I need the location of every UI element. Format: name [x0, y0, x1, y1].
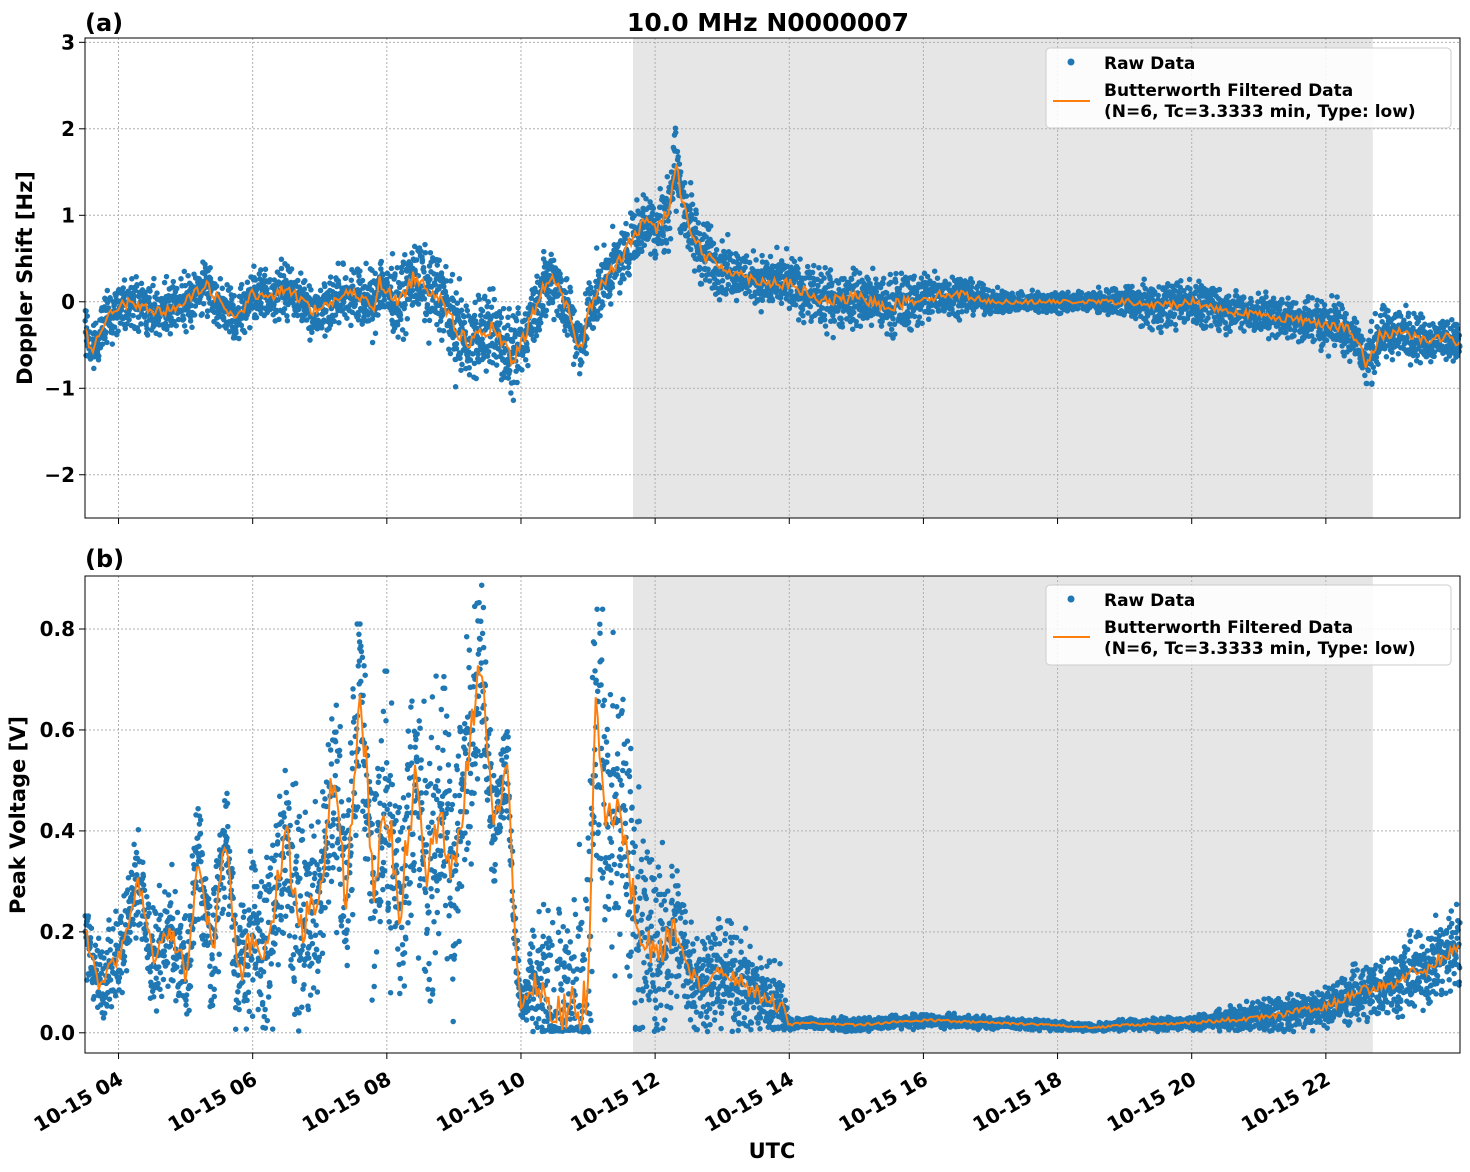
legend-label-params-a: (N=6, Tc=3.3333 min, Type: low) — [1104, 102, 1416, 122]
x-tick-label: 10-15 04 — [30, 1067, 128, 1137]
x-ticks-b: 10-15 04 10-15 06 10-15 08 10-15 10 10-15 12… — [30, 1053, 1335, 1137]
y-tick-label: 3 — [61, 30, 75, 54]
y-tick-label: −1 — [44, 376, 75, 400]
panel-a: −2 −1 0 1 2 3 (a) 10.0 MHz N0000007 Doppler S… — [13, 8, 1463, 524]
filtered-data-line-b — [84, 665, 1461, 1032]
x-tick-label: 10-15 22 — [1237, 1067, 1335, 1137]
x-tick-label: 10-15 14 — [700, 1067, 798, 1137]
axes-frame-b — [84, 575, 1461, 1054]
legend-box-a — [1045, 47, 1452, 129]
x-tick-label: 10-15 06 — [164, 1067, 262, 1137]
legend-label-filtered-a: Butterworth Filtered Data — [1104, 81, 1353, 101]
legend-marker-raw-a — [1067, 58, 1075, 66]
x-tick-label: 10-15 12 — [566, 1067, 664, 1137]
x-axis-label: UTC — [749, 1139, 796, 1163]
filtered-data-line-a — [84, 164, 1461, 368]
y-axis-label-b: Peak Voltage [V] — [6, 716, 30, 914]
y-tick-label: 0.2 — [40, 920, 75, 944]
y-tick-label: 0.4 — [40, 819, 75, 843]
legend-a: Raw Data Butterworth Filtered Data (N=6,… — [1045, 47, 1452, 129]
x-tick-label: 10-15 16 — [834, 1067, 932, 1137]
legend-box-b — [1045, 584, 1452, 666]
legend-marker-raw-b — [1067, 595, 1075, 603]
y-tick-label: 0.8 — [40, 617, 75, 641]
y-tick-label: 0 — [61, 290, 75, 314]
panel-b: 0.0 0.2 0.4 0.6 0.8 10-15 04 10-15 06 10-15 08… — [6, 545, 1463, 1163]
panel-label-b: (b) — [85, 545, 124, 573]
panel-label-a: (a) — [85, 9, 123, 37]
y-tick-label: 2 — [61, 117, 75, 141]
axes-frame-a — [84, 37, 1461, 519]
legend-label-raw-b: Raw Data — [1104, 591, 1195, 611]
y-tick-label: −2 — [44, 463, 75, 487]
chart-title: 10.0 MHz N0000007 — [627, 8, 909, 37]
x-tick-label: 10-15 18 — [969, 1067, 1067, 1137]
legend-label-raw-a: Raw Data — [1104, 54, 1195, 74]
y-tick-label: 1 — [61, 203, 75, 227]
y-axis-label-a: Doppler Shift [Hz] — [13, 171, 37, 385]
legend-label-params-b: (N=6, Tc=3.3333 min, Type: low) — [1104, 639, 1416, 659]
legend-label-filtered-b: Butterworth Filtered Data — [1104, 618, 1353, 638]
y-tick-label: 0.6 — [40, 718, 75, 742]
x-tick-label: 10-15 10 — [432, 1067, 530, 1137]
y-tick-label: 0.0 — [40, 1021, 75, 1045]
y-ticks-a: −2 −1 0 1 2 3 — [44, 30, 85, 487]
y-ticks-b: 0.0 0.2 0.4 0.6 0.8 — [40, 617, 85, 1045]
legend-b: Raw Data Butterworth Filtered Data (N=6,… — [1045, 584, 1452, 666]
x-tick-label: 10-15 20 — [1103, 1067, 1201, 1137]
x-ticks-a — [118, 518, 1327, 524]
x-tick-label: 10-15 08 — [298, 1067, 396, 1137]
